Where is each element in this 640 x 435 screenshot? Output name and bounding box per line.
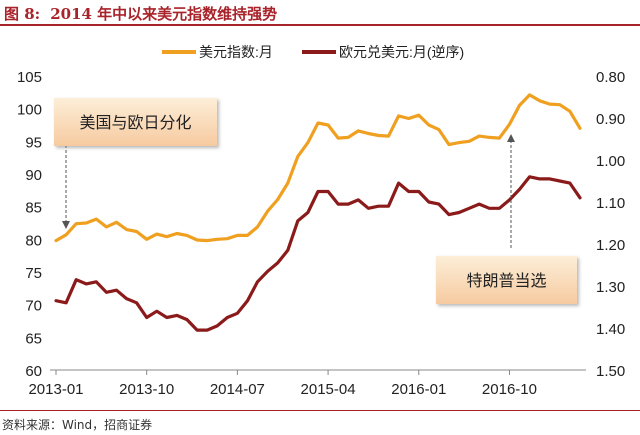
chart-legend: 美元指数:月 欧元兑美元:月(逆序) — [162, 44, 464, 60]
annotation-box-trump — [436, 256, 577, 304]
y-left-tick-label: 70 — [25, 298, 42, 315]
figure-title-text: 2014 年中以来美元指数维持强势 — [50, 5, 278, 23]
y-left-tick-label: 95 — [25, 134, 42, 151]
annotations: 美国与欧日分化 特朗普当选 — [54, 98, 577, 304]
y-left-tick-label: 85 — [25, 200, 42, 217]
source-rule — [0, 410, 640, 411]
y-right-tick-label: 1.40 — [596, 321, 625, 338]
x-tick-label: 2014-07 — [210, 381, 265, 398]
x-tick-label: 2015-04 — [301, 381, 356, 398]
legend-label-usd-index: 美元指数:月 — [199, 44, 273, 60]
y-left-tick-label: 75 — [25, 265, 42, 282]
left-axis: 60 65 70 75 80 85 90 95 100 105 — [17, 69, 42, 380]
annotation-box-divergence — [54, 98, 217, 146]
y-left-tick-label: 65 — [25, 330, 42, 347]
y-right-tick-label: 0.90 — [596, 111, 625, 128]
series-lines — [54, 93, 582, 332]
y-right-tick-label: 1.50 — [596, 363, 625, 380]
figure-number: 图 8: — [4, 5, 41, 23]
y-left-tick-label: 80 — [25, 232, 42, 249]
title-rule — [0, 24, 640, 26]
series-line-usd-index — [54, 93, 582, 243]
y-right-tick-label: 1.20 — [596, 237, 625, 254]
x-axis: 2013-01 2013-10 2014-07 2015-04 2016-01 2016-… — [28, 370, 537, 398]
figure-title: 图 8: 2014 年中以来美元指数维持强势 — [4, 3, 287, 24]
legend-label-eurusd: 欧元兑美元:月(逆序) — [339, 44, 464, 60]
y-left-tick-label: 90 — [25, 167, 42, 184]
x-tick-label: 2013-01 — [28, 381, 83, 398]
x-tick-label: 2016-10 — [482, 381, 537, 398]
y-left-tick-label: 60 — [25, 363, 42, 380]
y-left-tick-label: 105 — [17, 69, 42, 86]
source-note: 资料来源：Wind，招商证券 — [2, 418, 153, 432]
series-line-eurusd — [54, 175, 582, 332]
x-tick-label: 2016-01 — [391, 381, 446, 398]
y-right-tick-label: 1.00 — [596, 153, 625, 170]
y-right-tick-label: 0.80 — [596, 69, 625, 86]
annotation-label-divergence: 美国与欧日分化 — [79, 114, 191, 132]
right-axis: 0.80 0.90 1.00 1.10 1.20 1.30 1.40 1.50 — [596, 69, 625, 380]
annotation-label-trump: 特朗普当选 — [466, 272, 546, 290]
x-tick-label: 2013-10 — [119, 381, 174, 398]
y-right-tick-label: 1.10 — [596, 195, 625, 212]
y-right-tick-label: 1.30 — [596, 279, 625, 296]
y-left-tick-label: 100 — [17, 102, 42, 119]
